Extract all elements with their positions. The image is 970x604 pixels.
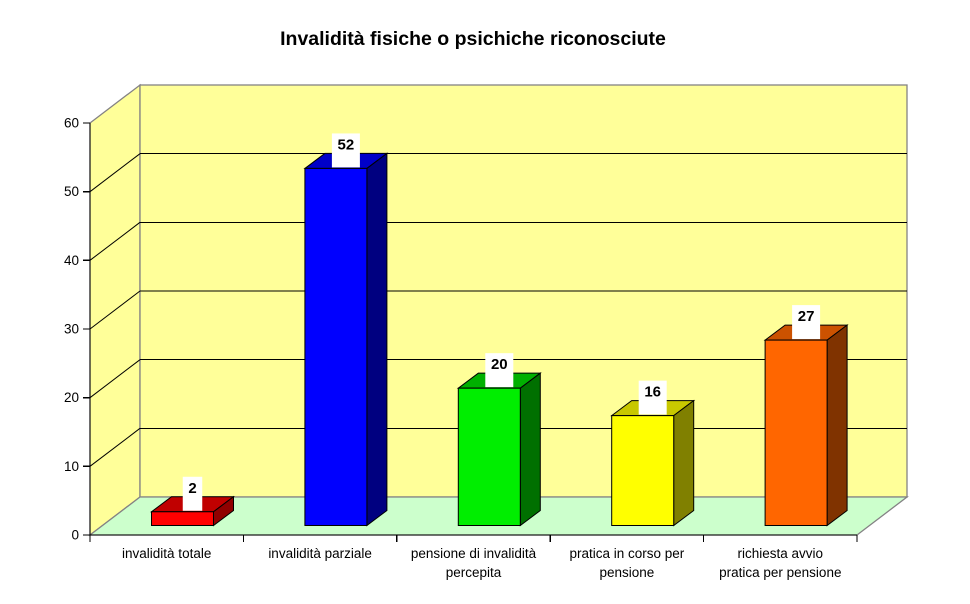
- bar-side-face-orange: [826, 324, 848, 527]
- bar-front-face-orange: [764, 339, 828, 526]
- bar-front-face-blue: [304, 167, 368, 527]
- bar-value-label-box: [638, 380, 667, 415]
- bar-value-label: 52: [338, 136, 355, 153]
- gridline-sidewall: [89, 153, 141, 193]
- category-label: percepita: [446, 565, 502, 580]
- y-tick-label: 50: [64, 184, 79, 199]
- category-label: pensione di invalidità: [411, 546, 537, 561]
- bar-side-face-yellow: [673, 399, 695, 527]
- bar-value-label: 27: [798, 308, 815, 325]
- category-label: pensione: [599, 565, 654, 580]
- bar-value-label: 2: [188, 480, 196, 497]
- category-label: invalidità totale: [122, 546, 211, 561]
- bar-value-label-box: [792, 305, 821, 340]
- gridline-sidewall: [89, 221, 141, 261]
- gridline-sidewall: [89, 359, 141, 399]
- y-tick-label: 60: [64, 116, 79, 131]
- chart-title: Invalidità fisiche o psichiche riconosci…: [280, 28, 666, 50]
- bar-value-label-box: [485, 353, 514, 388]
- bar-front-face-yellow: [611, 415, 675, 526]
- y-tick-label: 10: [64, 459, 79, 474]
- bar-front-face-green: [457, 387, 521, 526]
- y-tick-label: 40: [64, 253, 79, 268]
- y-tick-label: 0: [71, 528, 79, 543]
- bar-side-face-green: [519, 372, 541, 527]
- bar-value-label-box: [182, 476, 203, 511]
- bar-value-label: 20: [491, 356, 508, 373]
- category-label: invalidità parziale: [268, 546, 372, 561]
- y-tick-label: 20: [64, 390, 79, 405]
- gridline-sidewall: [89, 290, 141, 330]
- bar-value-label: 16: [644, 384, 661, 401]
- bar-front-face-red: [151, 511, 214, 526]
- y-tick-label: 30: [64, 322, 79, 337]
- category-label: pratica in corso per: [569, 546, 684, 561]
- gridline-sidewall: [89, 427, 141, 467]
- bar-side-face-blue: [366, 152, 388, 527]
- category-label: richiesta avvio: [738, 546, 824, 561]
- chart-plot-area: 0 10 20 30 40 50 60 2 52 20 16 27 invalidità totale i…: [64, 83, 909, 580]
- category-label: pratica per pensione: [719, 565, 841, 580]
- bar-value-label-box: [331, 133, 360, 168]
